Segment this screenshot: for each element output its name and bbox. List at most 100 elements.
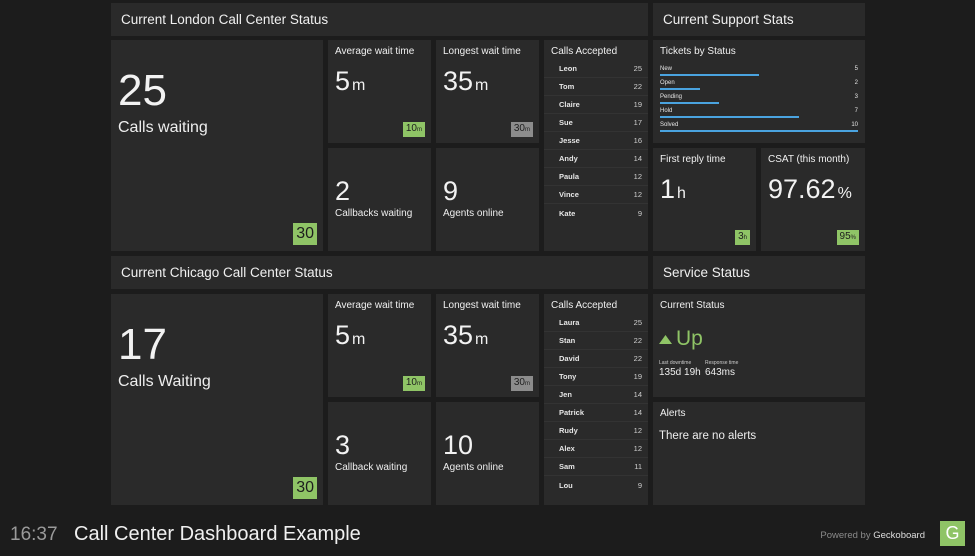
list-item: Stan 22 [544,332,648,350]
current-status-widget[interactable]: Current Status Up Last downtime 135d 19h… [653,294,865,397]
ticket-bar [660,74,759,76]
list-item: Rudy 12 [544,422,648,440]
alerts-message: There are no alerts [659,430,757,442]
london-longest-wait-value: 35 m [443,66,489,96]
london-calls-waiting-widget[interactable]: 25 Calls waiting 30 [111,40,323,251]
london-agents-widget[interactable]: 9 Agents online [436,148,539,251]
list-item: Paula 12 [544,168,648,186]
list-item: Sam 11 [544,458,648,476]
dashboard-title: Call Center Dashboard Example [74,523,361,545]
london-calls-accepted-widget[interactable]: Calls Accepted Leon 25 Tom 22 Claire 19 Sue… [544,40,648,251]
london-calls-accepted-title: Calls Accepted [551,46,618,57]
powered-by[interactable]: Powered by Geckoboard [820,530,925,541]
ticket-row: New 5 [660,66,858,80]
london-calls-waiting-value: 25 [118,66,167,115]
list-item: Jesse 16 [544,132,648,150]
support-header: Current Support Stats [653,3,865,36]
list-item: Leon 25 [544,60,648,78]
chicago-avg-wait-target-badge: 10m [402,376,425,391]
list-item: Tom 22 [544,78,648,96]
london-callbacks-label: Callbacks waiting [335,208,413,219]
chicago-agents-widget[interactable]: 10 Agents online [436,402,539,505]
response-time-label: Response time [705,360,739,366]
london-longest-wait-target-badge: 30m [510,122,533,137]
list-item: Sue 17 [544,114,648,132]
ticket-row: Open 2 [660,80,858,94]
list-item: Kate 9 [559,208,642,218]
chicago-longest-wait-title: Longest wait time [443,300,521,311]
chicago-agents-value: 10 [443,430,474,460]
london-header-title: Current London Call Center Status [121,12,329,27]
chicago-calls-accepted-list: Laura 25 Stan 22 David 22 Tony 19 Jen 14 Patr… [544,314,648,494]
chicago-longest-wait-widget[interactable]: Longest wait time 35 m 30m [436,294,539,397]
first-reply-title: First reply time [660,154,726,165]
london-header: Current London Call Center Status [111,3,648,36]
last-downtime-value: 135d 19h [659,367,701,378]
chicago-calls-waiting-value: 17 [118,320,167,369]
list-item: Jen 14 [544,386,648,404]
london-longest-wait-widget[interactable]: Longest wait time 35 m 30m [436,40,539,143]
chicago-header-title: Current Chicago Call Center Status [121,265,333,280]
london-avg-wait-title: Average wait time [335,46,415,57]
list-item: David 22 [544,350,648,368]
chicago-callbacks-value: 3 [335,430,351,460]
status-value: Up [676,327,703,350]
list-item: Lou 9 [559,480,642,490]
list-item: Tony 19 [544,368,648,386]
chicago-callbacks-label: Callback waiting [335,462,408,473]
ticket-bar [660,116,799,118]
london-longest-wait-title: Longest wait time [443,46,521,57]
ticket-row: Solved 10 [660,122,858,136]
chicago-calls-waiting-label: Calls Waiting [118,373,211,390]
ticket-row: Pending 3 [660,94,858,108]
chicago-calls-accepted-title: Calls Accepted [551,300,618,311]
triangle-up-icon [659,335,672,344]
london-callbacks-widget[interactable]: 2 Callbacks waiting [328,148,431,251]
list-item: Vince 12 [544,186,648,204]
alerts-widget[interactable]: Alerts There are no alerts [653,402,865,505]
london-calls-waiting-target-badge: 30 [293,223,317,245]
csat-value: 97.62% [768,174,852,204]
list-item: Laura 25 [544,314,648,332]
ticket-bar [660,102,720,104]
london-calls-accepted-list: Leon 25 Tom 22 Claire 19 Sue 17 Jesse 16 Andy… [544,60,648,222]
list-item: Andy 14 [544,150,648,168]
chicago-longest-wait-target-badge: 30m [510,376,533,391]
support-header-title: Current Support Stats [663,12,794,27]
service-header: Service Status [653,256,865,289]
clock: 16:37 [10,524,58,545]
ticket-bar [660,130,858,132]
last-downtime-label: Last downtime [659,360,692,366]
csat-widget[interactable]: CSAT (this month) 97.62% 95% [761,148,865,251]
service-header-title: Service Status [663,265,751,280]
csat-target-badge: 95% [836,230,859,245]
first-reply-target-badge: 3h [735,230,750,245]
chicago-avg-wait-title: Average wait time [335,300,415,311]
csat-title: CSAT (this month) [768,154,850,165]
list-item: Claire 19 [544,96,648,114]
chicago-longest-wait-value: 35 m [443,320,489,350]
response-time-value: 643ms [705,367,736,378]
london-agents-value: 9 [443,176,459,206]
chicago-calls-accepted-widget[interactable]: Calls Accepted Laura 25 Stan 22 David 22 To… [544,294,648,505]
footer-bar: 16:37 Call Center Dashboard Example Powe… [0,514,975,556]
chicago-calls-waiting-target-badge: 30 [293,477,317,499]
alerts-title: Alerts [660,408,686,419]
chicago-callbacks-widget[interactable]: 3 Callback waiting [328,402,431,505]
ticket-bar [660,88,700,90]
london-agents-label: Agents online [443,208,504,219]
tickets-by-status-title: Tickets by Status [660,46,736,57]
chicago-header: Current Chicago Call Center Status [111,256,648,289]
tickets-by-status-widget[interactable]: Tickets by Status New 5 Open 2 Pending 3 Ho… [653,40,865,143]
geckoboard-logo[interactable]: G [940,521,965,546]
current-status-title: Current Status [660,300,725,311]
london-calls-waiting-label: Calls waiting [118,119,208,136]
list-item: Alex 12 [544,440,648,458]
chicago-calls-waiting-widget[interactable]: 17 Calls Waiting 30 [111,294,323,505]
london-callbacks-value: 2 [335,176,351,206]
